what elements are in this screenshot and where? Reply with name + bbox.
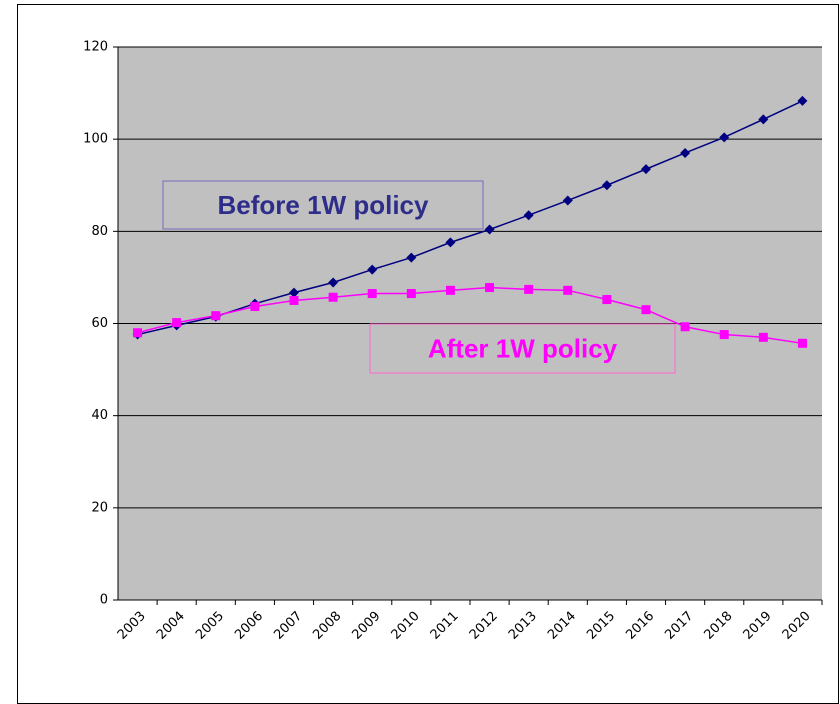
y-tick-label: 80 [91, 224, 108, 239]
marker [133, 328, 143, 338]
marker [328, 292, 338, 302]
annotation-box [369, 323, 676, 374]
series-line [137, 286, 803, 345]
marker [172, 318, 182, 328]
marker [445, 237, 456, 248]
y-tick-label: 0 [100, 593, 108, 608]
marker [289, 295, 299, 305]
marker [328, 277, 339, 288]
y-tick-label: 20 [91, 500, 108, 515]
marker [406, 252, 417, 263]
marker [406, 289, 416, 299]
marker [562, 195, 573, 206]
marker [719, 132, 730, 143]
marker [485, 283, 495, 293]
marker [289, 287, 299, 298]
marker [758, 332, 768, 342]
marker [563, 285, 573, 295]
marker [367, 289, 377, 299]
marker [367, 264, 378, 275]
marker [601, 180, 612, 191]
marker [602, 295, 612, 305]
marker [797, 338, 807, 348]
marker [484, 224, 495, 235]
marker [211, 311, 221, 321]
marker [524, 284, 534, 294]
marker [680, 322, 690, 332]
annotation-box [162, 180, 484, 230]
marker [758, 114, 769, 125]
annotation: After 1W policy [428, 333, 618, 363]
series-line [137, 100, 803, 336]
marker [797, 95, 808, 106]
y-tick-label: 40 [91, 408, 108, 423]
y-tick-label: 120 [83, 40, 108, 55]
marker [680, 147, 691, 158]
y-tick-label: 100 [83, 132, 108, 147]
y-tick-label: 60 [91, 316, 108, 331]
marker [641, 305, 651, 315]
marker [250, 301, 260, 311]
marker [641, 164, 651, 175]
marker [445, 285, 455, 295]
marker [523, 210, 534, 221]
annotation: Before 1W policy [218, 190, 429, 220]
marker [719, 330, 729, 340]
